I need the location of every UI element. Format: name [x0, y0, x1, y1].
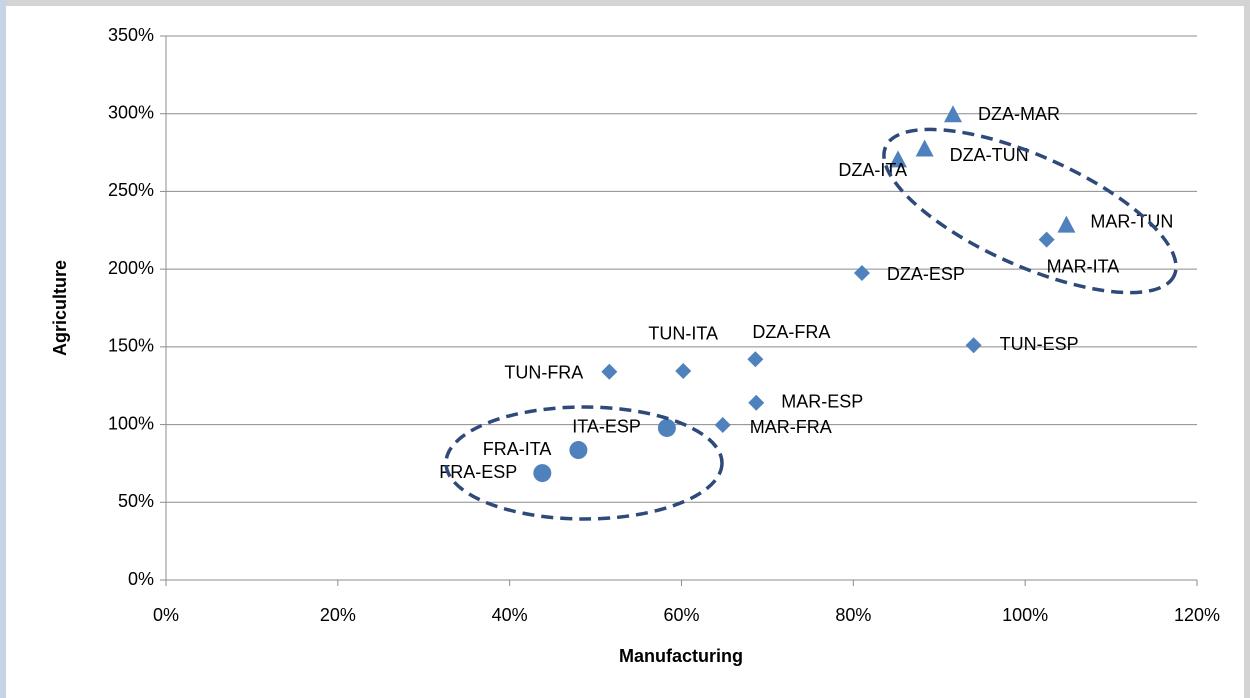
point: [747, 351, 764, 368]
left-frame: [0, 0, 6, 698]
cluster-ellipse: [444, 405, 724, 521]
top-frame: [0, 0, 1250, 6]
point: [748, 394, 765, 411]
point: [1038, 231, 1055, 248]
plot-area: 0% 50% 100% 150% 200% 250% 300% 350% 0% 20% 40% 60%…: [108, 25, 1220, 625]
x-tick-label: 20%: [320, 605, 356, 625]
x-axis-title: Manufacturing: [619, 646, 743, 666]
y-tick-label: 50%: [118, 491, 154, 511]
point: [675, 362, 692, 379]
point-label: TUN-FRA: [504, 362, 583, 382]
point-label: MAR-ESP: [781, 392, 863, 412]
x-tick-label: 0%: [153, 605, 179, 625]
point: [853, 265, 870, 282]
point-label: MAR-TUN: [1090, 211, 1173, 231]
x-tick-label: 120%: [1174, 605, 1220, 625]
point-label: DZA-TUN: [950, 145, 1029, 165]
y-tick-label: 350%: [108, 25, 154, 45]
x-tick-label: 40%: [492, 605, 528, 625]
point: [533, 464, 552, 483]
point-label: ITA-ESP: [572, 417, 641, 437]
right-frame: [1244, 0, 1250, 698]
point: [569, 441, 588, 460]
x-tick-label: 80%: [835, 605, 871, 625]
y-tick-label: 300%: [108, 102, 154, 122]
point: [714, 417, 731, 434]
point: [915, 139, 934, 157]
x-tick-label: 100%: [1002, 605, 1048, 625]
point: [601, 363, 618, 380]
point-label: FRA-ESP: [439, 462, 517, 482]
point-label: DZA-ITA: [838, 160, 907, 180]
y-tick-label: 150%: [108, 336, 154, 356]
point-label: DZA-MAR: [978, 104, 1060, 124]
point: [889, 150, 908, 168]
y-tick-label: 250%: [108, 180, 154, 200]
point: [657, 418, 676, 437]
point-label: FRA-ITA: [483, 439, 552, 459]
point-label: TUN-ESP: [1000, 334, 1079, 354]
x-tick-label: 60%: [663, 605, 699, 625]
y-axis-title: Agriculture: [50, 260, 70, 356]
point-label: MAR-FRA: [750, 417, 832, 437]
point-label: TUN-ITA: [648, 324, 718, 344]
point: [943, 105, 962, 123]
point-label: MAR-ITA: [1047, 256, 1120, 276]
y-tick-label: 0%: [128, 569, 154, 589]
point-label: DZA-ESP: [887, 264, 965, 284]
y-tick-label: 200%: [108, 258, 154, 278]
point: [965, 337, 982, 354]
point: [1057, 215, 1076, 233]
y-tick-label: 100%: [108, 413, 154, 433]
point-label: DZA-FRA: [752, 322, 830, 342]
cluster-ellipse: [882, 127, 1178, 295]
